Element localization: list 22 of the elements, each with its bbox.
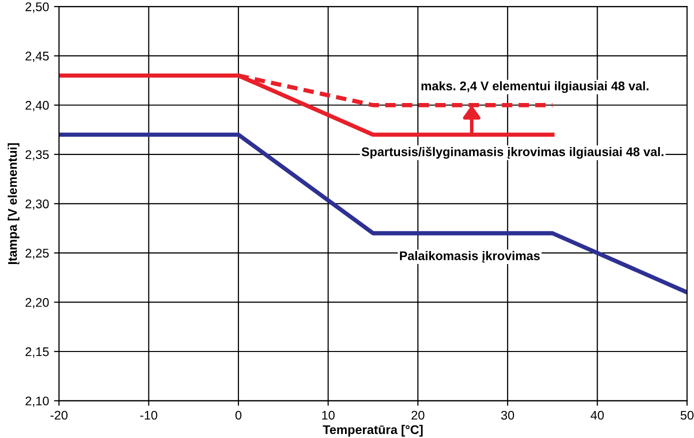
x-axis-title: Temperatūra [°C] bbox=[322, 424, 423, 437]
legend-label: Spartusis/išlyginamasis įkrovimas ilgiausiai 48 val. bbox=[362, 146, 664, 159]
x-tick-label: 0 bbox=[235, 410, 242, 420]
x-tick-label: -10 bbox=[140, 410, 158, 420]
x-tick-label: 50 bbox=[680, 410, 694, 420]
x-tick-label: 10 bbox=[322, 410, 335, 420]
y-tick-label: 2,45 bbox=[26, 52, 49, 62]
x-tick-label: 20 bbox=[412, 410, 424, 420]
x-tick-label: -20 bbox=[50, 410, 68, 420]
series-label: maks. 2,4 V elementui ilgiausiai 48 val. bbox=[422, 81, 648, 93]
x-tick-label: 40 bbox=[590, 410, 604, 420]
y-tick-label: 2,35 bbox=[26, 150, 49, 161]
y-axis-title: Įtampa [V elementui] bbox=[8, 143, 20, 264]
y-tick-label: 2,20 bbox=[26, 298, 49, 308]
x-tick-label: 30 bbox=[501, 410, 514, 420]
y-tick-label: 2,25 bbox=[26, 248, 49, 260]
y-tick-label: 2,10 bbox=[26, 396, 49, 407]
y-tick-label: 2,40 bbox=[26, 100, 49, 112]
y-tick-label: 2,50 bbox=[26, 2, 49, 13]
y-tick-label: 2,15 bbox=[26, 347, 49, 358]
y-tick-label: 2,30 bbox=[26, 199, 49, 210]
series-label: Palaikomasis įkrovimas bbox=[400, 251, 540, 263]
